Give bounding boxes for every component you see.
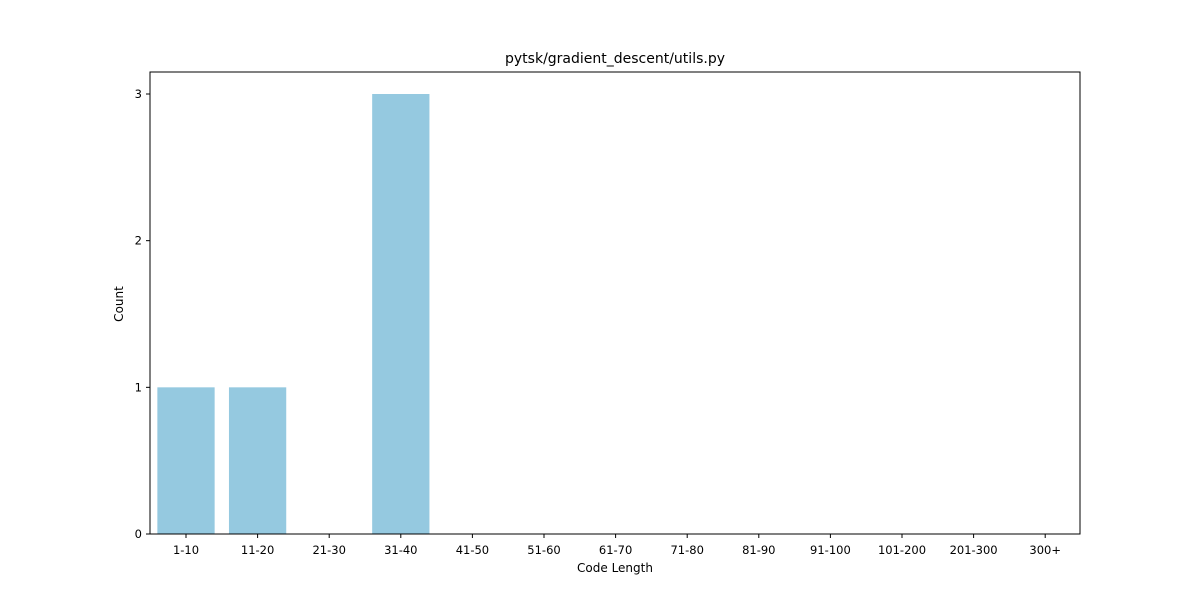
bar-1-10 xyxy=(157,387,215,534)
y-tick-label: 0 xyxy=(135,527,142,541)
x-tick-label: 300+ xyxy=(1029,543,1061,557)
x-tick-label: 81-90 xyxy=(742,543,775,557)
chart-title: pytsk/gradient_descent/utils.py xyxy=(505,51,725,67)
x-axis-label: Code Length xyxy=(577,561,653,575)
plot-area-frame xyxy=(149,71,1081,535)
x-tick-label: 11-20 xyxy=(241,543,274,557)
y-axis-label: Count xyxy=(112,286,126,322)
bar-31-40 xyxy=(372,94,430,534)
x-tick-label: 61-70 xyxy=(599,543,632,557)
x-tick-label: 31-40 xyxy=(384,543,417,557)
x-tick-label: 21-30 xyxy=(312,543,345,557)
x-axis: 1-10 11-20 21-30 31-40 41-50 51-60 61-70 71-80 8… xyxy=(173,534,1061,557)
y-axis: 0 1 2 3 xyxy=(135,87,150,541)
x-tick-label: 201-300 xyxy=(950,543,998,557)
x-tick-label: 101-200 xyxy=(878,543,926,557)
x-tick-label: 71-80 xyxy=(670,543,703,557)
x-tick-label: 1-10 xyxy=(173,543,199,557)
bars-group xyxy=(157,94,430,534)
y-tick-label: 1 xyxy=(135,380,142,394)
bar-11-20 xyxy=(228,387,287,534)
x-tick-label: 51-60 xyxy=(527,543,560,557)
y-tick-label: 2 xyxy=(135,234,142,248)
x-tick-label: 91-100 xyxy=(810,543,851,557)
x-tick-label: 41-50 xyxy=(456,543,489,557)
y-tick-label: 3 xyxy=(135,87,142,101)
